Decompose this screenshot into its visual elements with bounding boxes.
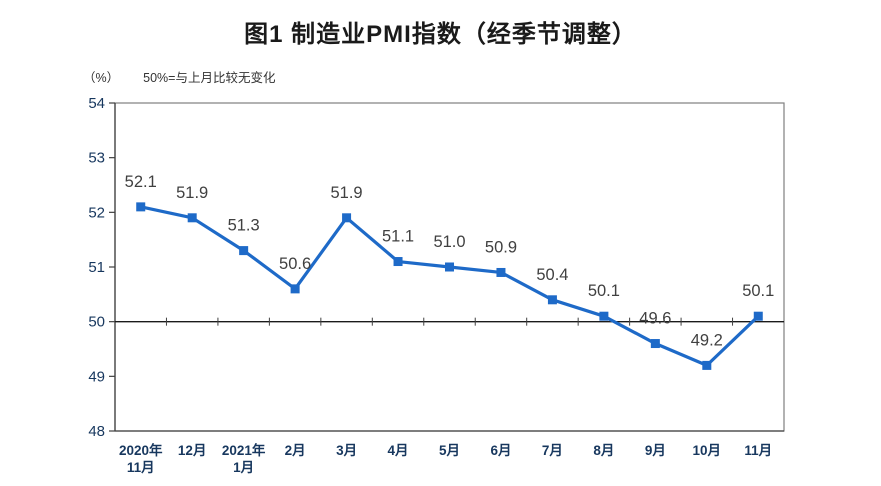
x-axis-tick-label: 2月 — [285, 443, 306, 458]
data-point-label: 51.9 — [331, 184, 363, 202]
data-point-marker — [187, 213, 197, 223]
data-point-label: 50.9 — [485, 238, 517, 256]
data-point-marker — [599, 311, 609, 321]
y-axis-tick-label: 51 — [88, 259, 105, 276]
data-point-marker — [136, 202, 146, 212]
x-axis-tick-label: 4月 — [388, 443, 409, 458]
data-point-marker — [290, 284, 300, 294]
data-point-marker — [393, 257, 403, 267]
x-axis-tick-label: 11月 — [127, 460, 155, 475]
x-axis-tick-label: 11月 — [744, 443, 772, 458]
data-point-label: 51.3 — [228, 217, 260, 235]
x-axis-tick-label: 2020年 — [119, 442, 163, 458]
y-axis-tick-label: 53 — [88, 150, 105, 167]
y-axis-tick-label: 48 — [88, 423, 105, 440]
y-axis-tick-label: 49 — [88, 368, 105, 385]
data-point-marker — [650, 339, 660, 349]
data-point-marker — [547, 295, 557, 305]
y-axis-unit-label: （%） — [83, 71, 120, 85]
data-point-label: 50.6 — [279, 255, 311, 273]
data-point-marker — [496, 267, 506, 277]
data-point-label: 52.1 — [125, 173, 157, 191]
x-axis-tick-label: 5月 — [439, 443, 460, 458]
data-point-marker — [342, 213, 352, 223]
data-point-label: 49.2 — [691, 331, 723, 349]
data-point-label: 51.9 — [176, 184, 208, 202]
x-axis-tick-label: 6月 — [490, 443, 511, 458]
x-axis-tick-label: 8月 — [593, 443, 614, 458]
data-point-label: 51.1 — [382, 228, 414, 246]
axis-note-row: （%） 50%=与上月比较无变化 — [83, 67, 275, 86]
y-axis-tick-label: 54 — [88, 95, 105, 112]
baseline-note: 50%=与上月比较无变化 — [143, 71, 276, 85]
y-axis-tick-label: 52 — [88, 204, 105, 221]
data-point-label: 49.6 — [639, 310, 671, 328]
x-axis-tick-label: 2021年 — [222, 442, 266, 458]
data-point-label: 51.0 — [433, 233, 465, 251]
x-axis-tick-label: 12月 — [178, 443, 207, 458]
data-point-marker — [445, 262, 454, 272]
x-axis-tick-label: 1月 — [233, 460, 254, 475]
data-point-label: 50.1 — [742, 282, 774, 300]
x-axis-tick-label: 10月 — [693, 443, 722, 458]
data-point-marker — [702, 360, 712, 370]
chart-title: 图1 制造业PMI指数（经季节调整） — [244, 21, 637, 48]
x-axis-tick-label: 9月 — [645, 443, 666, 458]
data-point-label: 50.1 — [588, 282, 620, 300]
y-axis-tick-label: 50 — [88, 314, 105, 331]
data-point-marker — [753, 311, 763, 321]
x-axis-tick-label: 3月 — [336, 443, 357, 458]
data-point-marker — [239, 246, 249, 256]
data-point-label: 50.4 — [536, 266, 568, 284]
x-axis-tick-label: 7月 — [542, 443, 563, 458]
